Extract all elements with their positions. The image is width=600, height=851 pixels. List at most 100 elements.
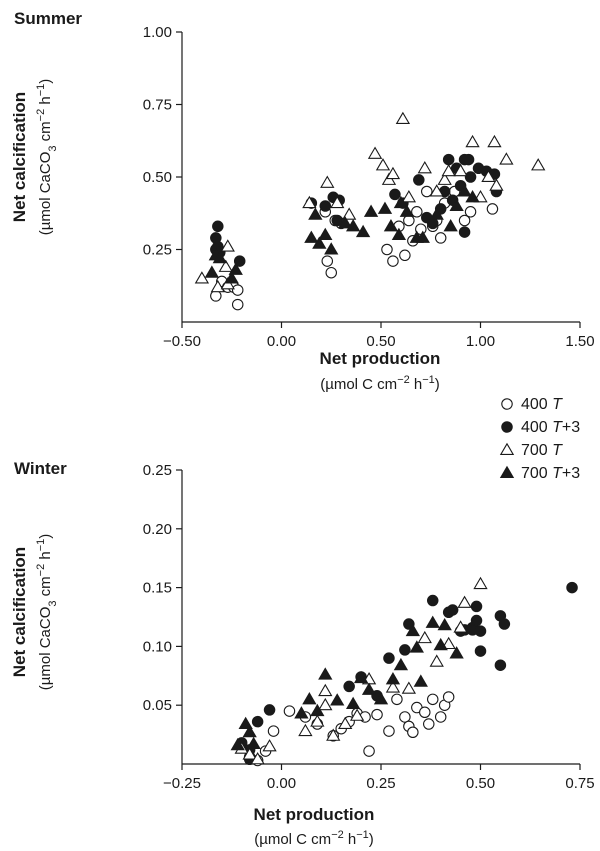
data-point — [389, 188, 401, 201]
data-point — [421, 185, 433, 198]
data-point — [395, 111, 411, 125]
winter-y-tick-label: 0.05 — [143, 697, 172, 714]
data-point — [262, 739, 277, 752]
data-point — [267, 725, 280, 737]
data-point — [393, 195, 409, 209]
data-point — [442, 691, 455, 703]
data-point — [220, 239, 235, 252]
data-point — [494, 659, 507, 671]
data-point — [325, 266, 337, 279]
summer-y-axis-unit: (µmol CaCO3 cm−2 h−1) — [35, 79, 59, 236]
data-point — [426, 217, 439, 230]
data-point — [449, 198, 464, 212]
data-point — [489, 178, 504, 191]
data-point — [383, 219, 399, 232]
data-point — [345, 219, 361, 232]
data-point — [441, 163, 456, 177]
summer-x-tick-label: −0.50 — [163, 333, 201, 350]
summer-x-tick-label: 0.00 — [267, 333, 296, 350]
data-point — [407, 726, 419, 738]
data-point — [399, 644, 411, 656]
data-point — [499, 152, 514, 165]
winter-x-tick-label: 0.75 — [565, 775, 594, 792]
data-point — [310, 714, 325, 727]
data-point — [486, 203, 499, 215]
data-point — [462, 153, 475, 166]
data-point — [470, 614, 483, 627]
data-point — [363, 745, 375, 757]
data-point — [320, 175, 335, 188]
data-point — [342, 207, 357, 220]
data-point — [391, 693, 403, 706]
winter-y-tick-label: 0.15 — [143, 580, 172, 597]
data-point — [385, 672, 401, 685]
winter-panel: Winter −0.25 0.00 0.25 0.50 0.75 0.05 0.10 0.15… — [10, 459, 595, 848]
data-point — [353, 670, 369, 684]
data-point — [310, 703, 325, 717]
summer-y-tick-label: 0.75 — [143, 97, 172, 114]
data-point — [318, 227, 333, 241]
data-point — [343, 680, 355, 693]
summer-panel: Summer −0.50 0.00 0.50 1.00 1.50 0.25 0.50 0.75… — [10, 9, 595, 393]
data-point — [399, 204, 415, 217]
data-point — [405, 623, 420, 637]
legend-marker — [499, 465, 515, 479]
winter-y-tick-label: 0.20 — [143, 521, 172, 538]
winter-y-axis-unit: (µmol CaCO3 cm−2 h−1) — [35, 534, 59, 691]
summer-x-tick-label: 1.00 — [466, 333, 495, 350]
data-point — [464, 206, 477, 218]
data-point — [246, 736, 261, 750]
summer-series-700-Tplus3 — [204, 184, 480, 284]
data-point — [458, 226, 471, 238]
summer-y-tick-label: 0.25 — [143, 242, 172, 259]
data-point — [385, 166, 401, 180]
data-point — [413, 674, 428, 687]
data-point — [302, 195, 317, 209]
data-point — [373, 692, 389, 705]
winter-series-700-T — [234, 576, 488, 765]
data-point — [409, 640, 424, 653]
winter-x-tick-label: −0.25 — [163, 775, 201, 792]
data-point — [434, 711, 447, 723]
data-point — [242, 724, 257, 738]
data-point — [531, 158, 546, 171]
data-point — [375, 158, 391, 171]
data-point — [457, 595, 472, 608]
data-point — [319, 200, 332, 212]
data-point — [481, 169, 496, 183]
data-point — [465, 190, 480, 203]
data-point — [338, 716, 353, 730]
data-point — [263, 704, 276, 716]
legend-item: 700 T+3 — [499, 465, 580, 482]
data-point — [403, 214, 415, 227]
summer-plot-area: −0.50 0.00 0.50 1.00 1.50 0.25 0.50 0.75 1.00 — [143, 24, 595, 350]
data-point — [401, 681, 417, 694]
data-point — [415, 230, 430, 243]
data-point — [204, 265, 220, 278]
data-point — [417, 161, 432, 174]
data-point — [453, 163, 468, 177]
data-point — [238, 716, 253, 730]
data-point — [387, 255, 399, 267]
data-point — [294, 706, 309, 719]
data-point — [433, 637, 448, 651]
data-point — [446, 604, 459, 616]
data-point — [426, 693, 439, 706]
data-point — [321, 255, 334, 267]
data-point — [465, 134, 480, 148]
winter-y-axis-title: Net calcification — [10, 547, 29, 677]
data-point — [324, 242, 339, 255]
data-point — [304, 230, 319, 243]
legend-marker — [501, 421, 513, 433]
data-point — [312, 236, 327, 249]
data-point — [363, 204, 379, 217]
legend-item: 400 T+3 — [501, 419, 580, 436]
data-point — [411, 206, 423, 218]
legend-item: 700 T — [499, 442, 563, 459]
data-point — [377, 201, 393, 214]
data-point — [318, 667, 333, 680]
data-point — [399, 711, 411, 723]
data-point — [385, 680, 401, 693]
data-point — [361, 682, 377, 695]
summer-y-tick-label: 0.50 — [143, 169, 172, 186]
